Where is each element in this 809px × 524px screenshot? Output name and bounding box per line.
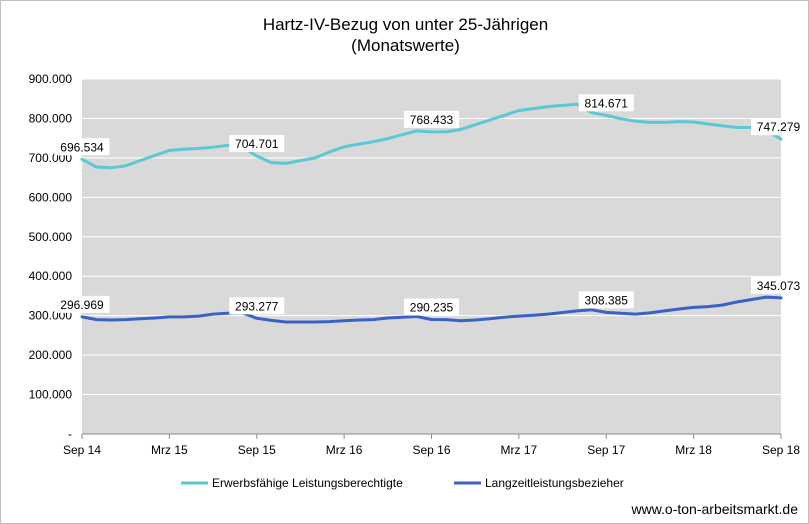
y-tick-label: 400.000 — [29, 269, 73, 283]
data-label-box — [404, 110, 459, 128]
plot-area — [82, 79, 781, 434]
data-label: 345.073 — [757, 279, 801, 293]
data-label-box — [229, 297, 285, 315]
y-tick-label: 900.000 — [29, 72, 73, 86]
legend-label-1: Erwerbsfähige Leistungsberechtigte — [212, 476, 403, 490]
data-label: 296.969 — [60, 298, 104, 312]
data-label: 293.277 — [235, 299, 279, 313]
data-label: 308.385 — [585, 293, 629, 307]
data-label: 290.235 — [410, 301, 454, 315]
data-label: 747.279 — [757, 120, 801, 134]
y-tick-label: 800.000 — [29, 111, 73, 125]
data-label-box — [751, 276, 806, 294]
x-tick-label: Sep 16 — [412, 443, 450, 457]
data-label: 704.701 — [235, 137, 279, 151]
data-label-box — [578, 94, 634, 112]
data-label-box — [54, 295, 110, 313]
y-tick-label: 100.000 — [29, 388, 73, 402]
x-tick-label: Sep 17 — [587, 443, 625, 457]
chart-title-block: Hartz-IV-Bezug von unter 25-Jährigen (Mo… — [1, 14, 809, 56]
legend-label-2: Langzeitleistungsbezieher — [485, 476, 624, 490]
x-tick-label: Sep 14 — [63, 443, 101, 457]
y-tick-label: - — [68, 427, 72, 441]
y-tick-label: 500.000 — [29, 230, 73, 244]
y-tick-label: 600.000 — [29, 190, 73, 204]
series-line-2 — [80, 295, 783, 324]
series-line-1 — [80, 102, 783, 170]
footer-url: www.o-ton-arbeitsmarkt.de — [631, 501, 798, 517]
chart-subtitle: (Monatswerte) — [351, 36, 460, 55]
x-tick-label: Mrz 15 — [151, 443, 188, 457]
data-label-box — [229, 135, 285, 153]
x-tick-label: Mrz 18 — [675, 443, 712, 457]
data-label-box — [751, 118, 806, 136]
x-tick-label: Mrz 17 — [501, 443, 538, 457]
data-label: 814.671 — [585, 96, 629, 110]
chart-title: Hartz-IV-Bezug von unter 25-Jährigen — [262, 15, 549, 34]
x-tick-label: Mrz 16 — [326, 443, 363, 457]
data-label-box — [404, 298, 459, 316]
data-label-box — [578, 291, 634, 309]
data-label-box — [54, 138, 110, 156]
y-tick-label: 200.000 — [29, 348, 73, 362]
x-tick-label: Sep 18 — [762, 443, 800, 457]
x-tick-label: Sep 15 — [238, 443, 276, 457]
data-label: 768.433 — [410, 113, 454, 127]
data-label: 696.534 — [60, 140, 104, 154]
